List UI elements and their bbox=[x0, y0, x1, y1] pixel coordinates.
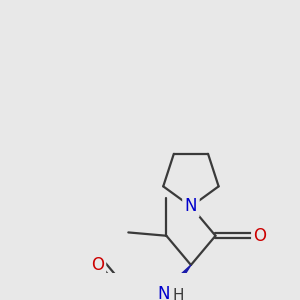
Text: N: N bbox=[158, 285, 170, 300]
Polygon shape bbox=[163, 265, 191, 298]
Text: O: O bbox=[91, 256, 104, 274]
Text: O: O bbox=[254, 227, 267, 245]
Text: H: H bbox=[172, 288, 184, 300]
Text: N: N bbox=[185, 197, 197, 215]
